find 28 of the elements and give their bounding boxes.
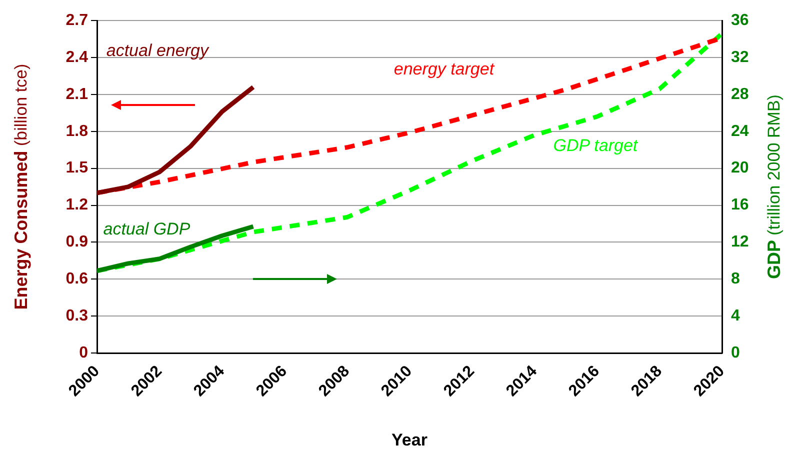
y2-tick-label: 20 <box>731 160 749 177</box>
series-label: GDP target <box>553 136 639 155</box>
y2-tick-label: 16 <box>731 196 749 214</box>
y2-tick-label: 12 <box>731 234 749 251</box>
y-tick-label: 0.3 <box>66 307 88 324</box>
y-tick-label: 0.9 <box>66 234 88 251</box>
y2-tick-label: 4 <box>731 307 740 324</box>
text: actual energy <box>106 41 210 60</box>
y-tick-label: 0.6 <box>66 270 88 288</box>
y2-tick-label: 24 <box>731 122 749 140</box>
y-axis-title: Energy Consumed (billion tce) <box>10 64 31 310</box>
y-tick-label: 2.7 <box>66 12 88 30</box>
x-axis-title: Year <box>392 430 428 450</box>
y2-tick-label: 28 <box>731 86 749 103</box>
line-series <box>97 31 722 274</box>
y-tick-label: 0 <box>79 344 88 362</box>
y-tick-label: 2.1 <box>66 86 88 103</box>
y-tick-label: 1.8 <box>66 122 88 140</box>
y-tick-label: 2.4 <box>66 48 88 66</box>
series-label: energy target <box>394 60 496 79</box>
y2-axis-title: GDP (trillion 2000 RMB) <box>764 94 784 280</box>
y2-tick-label: 36 <box>731 12 749 30</box>
y-tick-label: 1.5 <box>66 160 88 177</box>
series-label: actual GDP <box>103 220 191 239</box>
y2-tick-label: 0 <box>731 344 740 362</box>
y2-tick-label: 32 <box>731 48 749 66</box>
y2-tick-label: 8 <box>731 270 740 288</box>
y-tick-label: 1.2 <box>66 196 88 214</box>
